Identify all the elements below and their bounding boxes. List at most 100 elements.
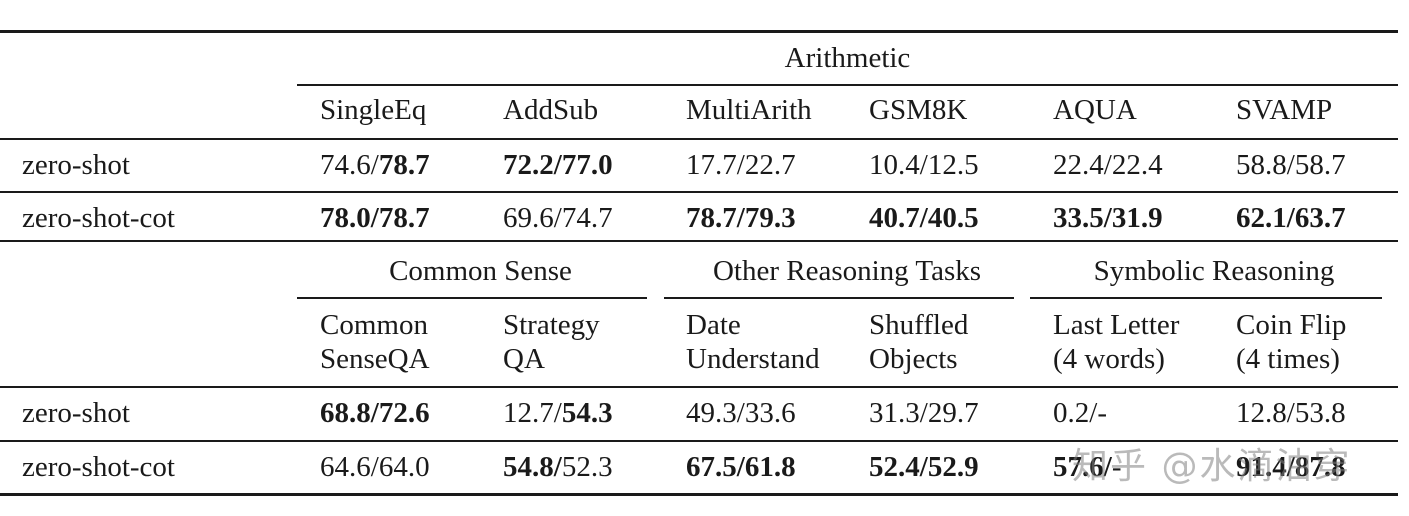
column-header-line2: (4 words) <box>1053 343 1165 375</box>
cell-value-a: 10.4/ <box>869 149 928 181</box>
cell-value-a: 33.5/ <box>1053 202 1112 234</box>
row-label: zero-shot <box>22 397 130 429</box>
table-cell: 40.7/40.5 <box>869 201 979 235</box>
table-cell: 22.4/22.4 <box>1053 148 1163 182</box>
group-header-common-sense: Common Sense <box>389 255 572 287</box>
cell-value-b: 40.5 <box>927 202 979 234</box>
column-header: SingleEq <box>320 94 427 126</box>
table-cell: 12.8/53.8 <box>1236 396 1346 430</box>
cell-value-b: 77.0 <box>561 149 613 181</box>
cell-value-a: 74.6/ <box>320 149 379 181</box>
arithmetic-underline <box>297 84 1398 86</box>
cell-value-a: 12.7/ <box>503 397 562 429</box>
cell-value-a: 58.8/ <box>1236 149 1295 181</box>
row-label: zero-shot-cot <box>22 451 175 483</box>
cell-value-a: 0.2/ <box>1053 397 1098 429</box>
column-header-line1: Coin Flip <box>1236 309 1347 341</box>
table-cell: 31.3/29.7 <box>869 396 979 430</box>
cell-value-b: 78.7 <box>378 202 430 234</box>
table-cell: 54.8/52.3 <box>503 450 613 484</box>
row-label: zero-shot <box>22 149 130 181</box>
table-cell: 64.6/64.0 <box>320 450 430 484</box>
cell-value-b: 61.8 <box>744 451 796 483</box>
symbolic-reasoning-underline <box>1030 297 1382 299</box>
column-header: AddSub <box>503 94 599 126</box>
column-header-line1: Strategy <box>503 309 600 341</box>
cell-value-b: - <box>1111 451 1122 483</box>
cell-value-b: 72.6 <box>378 397 430 429</box>
watermark-text: 知乎 @水滴油穿 <box>1072 446 1352 487</box>
cell-value-b: 31.9 <box>1111 202 1163 234</box>
mid-rule <box>0 240 1398 242</box>
cell-value-a: 62.1/ <box>1236 202 1295 234</box>
table-cell: 67.5/61.8 <box>686 450 796 484</box>
table-cell: 74.6/78.7 <box>320 148 430 182</box>
top-rule <box>0 30 1398 33</box>
cell-value-a: 12.8/ <box>1236 397 1295 429</box>
row-label: zero-shot-cot <box>22 202 175 234</box>
bottom-rule <box>0 493 1398 496</box>
table-cell: 33.5/31.9 <box>1053 201 1163 235</box>
cell-value-a: 17.7/ <box>686 149 745 181</box>
table-cell: 52.4/52.9 <box>869 450 979 484</box>
cell-value-b: 53.8 <box>1294 397 1346 429</box>
table-cell: 49.3/33.6 <box>686 396 796 430</box>
cell-value-b: 74.7 <box>561 202 613 234</box>
table-cell: 10.4/12.5 <box>869 148 979 182</box>
cell-value-b: 22.4 <box>1111 149 1163 181</box>
cell-value-b: 12.5 <box>927 149 979 181</box>
row-rule-bottom <box>0 440 1398 442</box>
cell-value-a: 64.6/ <box>320 451 379 483</box>
column-header: SVAMP <box>1236 94 1333 126</box>
table-cell: 57.6/- <box>1053 450 1121 484</box>
cell-value-b: 58.7 <box>1294 149 1346 181</box>
table-cell: 0.2/- <box>1053 396 1107 430</box>
column-header-line1: Last Letter <box>1053 309 1180 341</box>
cell-value-b: 64.0 <box>378 451 430 483</box>
cell-value-b: 87.8 <box>1294 451 1346 483</box>
cell-value-b: 33.6 <box>744 397 796 429</box>
cell-value-a: 31.3/ <box>869 397 928 429</box>
row-rule-top <box>0 191 1398 193</box>
group-header-symbolic-reasoning: Symbolic Reasoning <box>1093 255 1335 287</box>
cell-value-b: 78.7 <box>378 149 430 181</box>
cell-value-b: 22.7 <box>744 149 796 181</box>
header-rule-bottom <box>0 386 1398 388</box>
cell-value-b: 52.9 <box>927 451 979 483</box>
cell-value-a: 57.6/ <box>1053 451 1112 483</box>
table-cell: 72.2/77.0 <box>503 148 613 182</box>
cell-value-b: 63.7 <box>1294 202 1346 234</box>
cell-value-a: 67.5/ <box>686 451 745 483</box>
cell-value-a: 78.0/ <box>320 202 379 234</box>
other-reasoning-underline <box>664 297 1014 299</box>
table-cell: 69.6/74.7 <box>503 201 613 235</box>
cell-value-a: 22.4/ <box>1053 149 1112 181</box>
group-header-other-reasoning: Other Reasoning Tasks <box>712 255 982 287</box>
column-header-line2: Objects <box>869 343 958 375</box>
cell-value-b: 52.3 <box>561 451 613 483</box>
cell-value-b: 79.3 <box>744 202 796 234</box>
cell-value-a: 68.8/ <box>320 397 379 429</box>
common-sense-underline <box>297 297 647 299</box>
header-rule-top <box>0 138 1398 140</box>
column-header-line2: QA <box>503 343 545 375</box>
cell-value-a: 69.6/ <box>503 202 562 234</box>
cell-value-a: 49.3/ <box>686 397 745 429</box>
column-header: AQUA <box>1053 94 1137 126</box>
table-cell: 78.0/78.7 <box>320 201 430 235</box>
cell-value-a: 40.7/ <box>869 202 928 234</box>
cell-value-a: 54.8/ <box>503 451 562 483</box>
cell-value-a: 78.7/ <box>686 202 745 234</box>
column-header-line1: Shuffled <box>869 309 969 341</box>
table-cell: 91.4/87.8 <box>1236 450 1346 484</box>
column-header-line2: Understand <box>686 343 820 375</box>
column-header: MultiArith <box>686 94 812 126</box>
cell-value-b: 54.3 <box>561 397 613 429</box>
column-header-line2: SenseQA <box>320 343 430 375</box>
table-cell: 12.7/54.3 <box>503 396 613 430</box>
cell-value-b: 29.7 <box>927 397 979 429</box>
cell-value-a: 52.4/ <box>869 451 928 483</box>
column-header: GSM8K <box>869 94 968 126</box>
group-header-arithmetic: Arithmetic <box>784 42 911 74</box>
cell-value-b: - <box>1097 397 1107 429</box>
